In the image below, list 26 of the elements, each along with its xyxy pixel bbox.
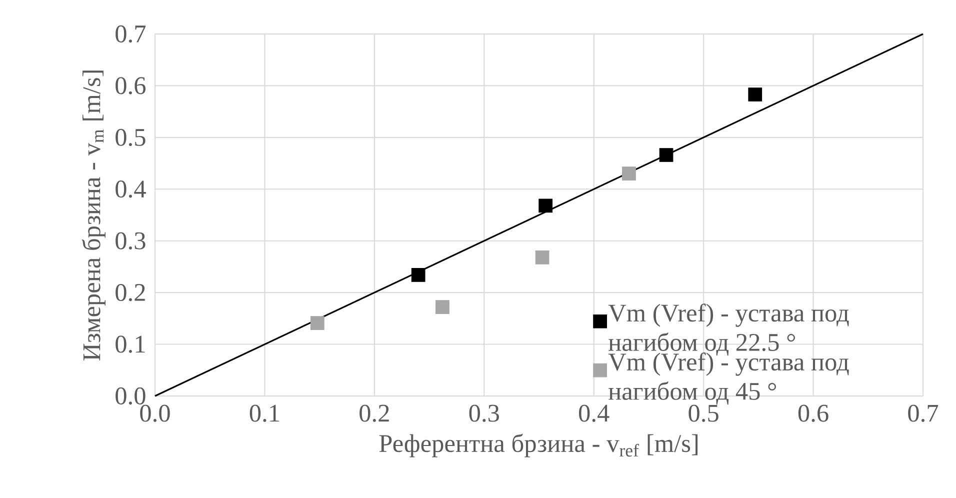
y-tick-label: 0.6	[116, 77, 146, 94]
point	[411, 268, 426, 282]
point	[659, 148, 674, 162]
point	[436, 300, 450, 314]
y-axis-title: Измерена брзина - v$_{m}$ [m/s]	[82, 70, 106, 361]
x-axis-title: Референтна брзина - v$_{ref}$ [m/s]	[379, 434, 698, 458]
x-tick-label: 0.0	[140, 404, 170, 422]
y-tick-label: 0.2	[116, 284, 145, 302]
x-tick-label: 0.7	[908, 404, 938, 422]
y-tick-label: 0.1	[116, 336, 145, 353]
point	[538, 198, 553, 213]
y-tick-label: 0.0	[116, 387, 146, 405]
y-tick-label: 0.3	[116, 232, 146, 250]
x-tick-label: 0.6	[798, 404, 828, 422]
point	[310, 316, 324, 330]
y-tick-label: 0.7	[116, 25, 146, 43]
y-tick-label: 0.5	[116, 128, 146, 146]
x-tick-label: 0.2	[360, 404, 389, 422]
x-tick-label: 0.1	[250, 404, 280, 422]
x-tick-label: 0.4	[578, 404, 610, 422]
point	[622, 166, 636, 181]
point	[748, 88, 762, 102]
x-tick-label: 0.3	[469, 404, 499, 422]
point	[535, 250, 550, 264]
x-tick-label: 0.5	[688, 404, 718, 422]
y-tick-label: 0.4	[116, 180, 146, 198]
